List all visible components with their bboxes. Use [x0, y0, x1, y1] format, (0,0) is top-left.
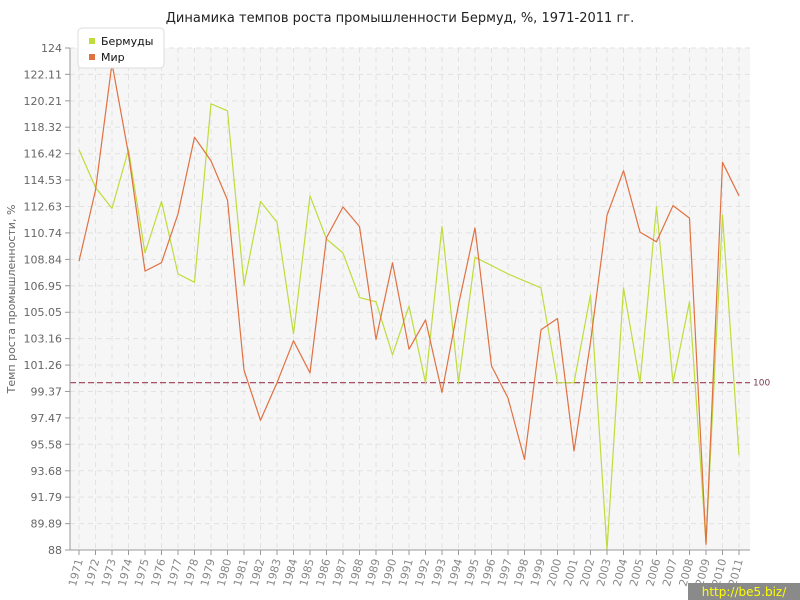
y-tick-label: 118.32 — [24, 121, 63, 134]
axes — [69, 48, 750, 551]
y-tick-label: 103.16 — [24, 333, 63, 346]
y-tick-label: 89.89 — [31, 518, 63, 531]
y-tick-label: 116.42 — [24, 148, 63, 161]
grid-lines — [70, 47, 750, 550]
y-tick-label: 122.11 — [24, 68, 63, 81]
y-axis-ticks: 88 89.89 91.79 93.68 95.58 97.47 99.37 101.26 10… — [24, 42, 70, 557]
legend-swatch-world — [89, 54, 95, 60]
y-tick-label: 112.63 — [24, 201, 63, 214]
y-tick-label: 106.95 — [24, 280, 63, 293]
watermark-text: http://be5.biz/ — [702, 585, 787, 599]
series-line-bermuda — [78, 103, 740, 551]
y-tick-label: 105.05 — [24, 306, 63, 319]
watermark-bg — [688, 583, 800, 600]
y-tick-label: 114.53 — [24, 174, 63, 187]
y-tick-label: 120.21 — [24, 95, 63, 108]
y-axis-label: Темп роста промышленности, % — [5, 205, 18, 395]
series-line-world — [78, 62, 740, 546]
y-tick-label: 110.74 — [24, 227, 63, 240]
reference-line-label: 100 — [753, 379, 770, 389]
y-tick-label: 99.37 — [31, 385, 63, 398]
series-lines — [78, 62, 740, 551]
reference-line-group: 100 — [70, 379, 770, 389]
y-tick-label: 124 — [41, 42, 62, 55]
watermark: http://be5.biz/ — [688, 583, 800, 600]
plot-area — [70, 48, 750, 550]
legend-box — [77, 27, 165, 69]
y-tick-label: 97.47 — [31, 412, 63, 425]
y-tick-label: 95.58 — [31, 438, 63, 451]
y-tick-label: 88 — [48, 544, 62, 557]
legend-label-world: Мир — [101, 51, 125, 64]
legend-swatch-bermuda — [89, 38, 95, 44]
y-tick-label: 91.79 — [31, 491, 63, 504]
y-tick-label: 93.68 — [31, 465, 63, 478]
y-tick-label: 101.26 — [24, 359, 63, 372]
legend-label-bermuda: Бермуды — [101, 35, 153, 48]
chart-title: Динамика темпов роста промышленности Бер… — [166, 11, 634, 26]
legend: Бермуды Мир — [77, 27, 165, 69]
y-tick-label: 108.84 — [24, 253, 63, 266]
